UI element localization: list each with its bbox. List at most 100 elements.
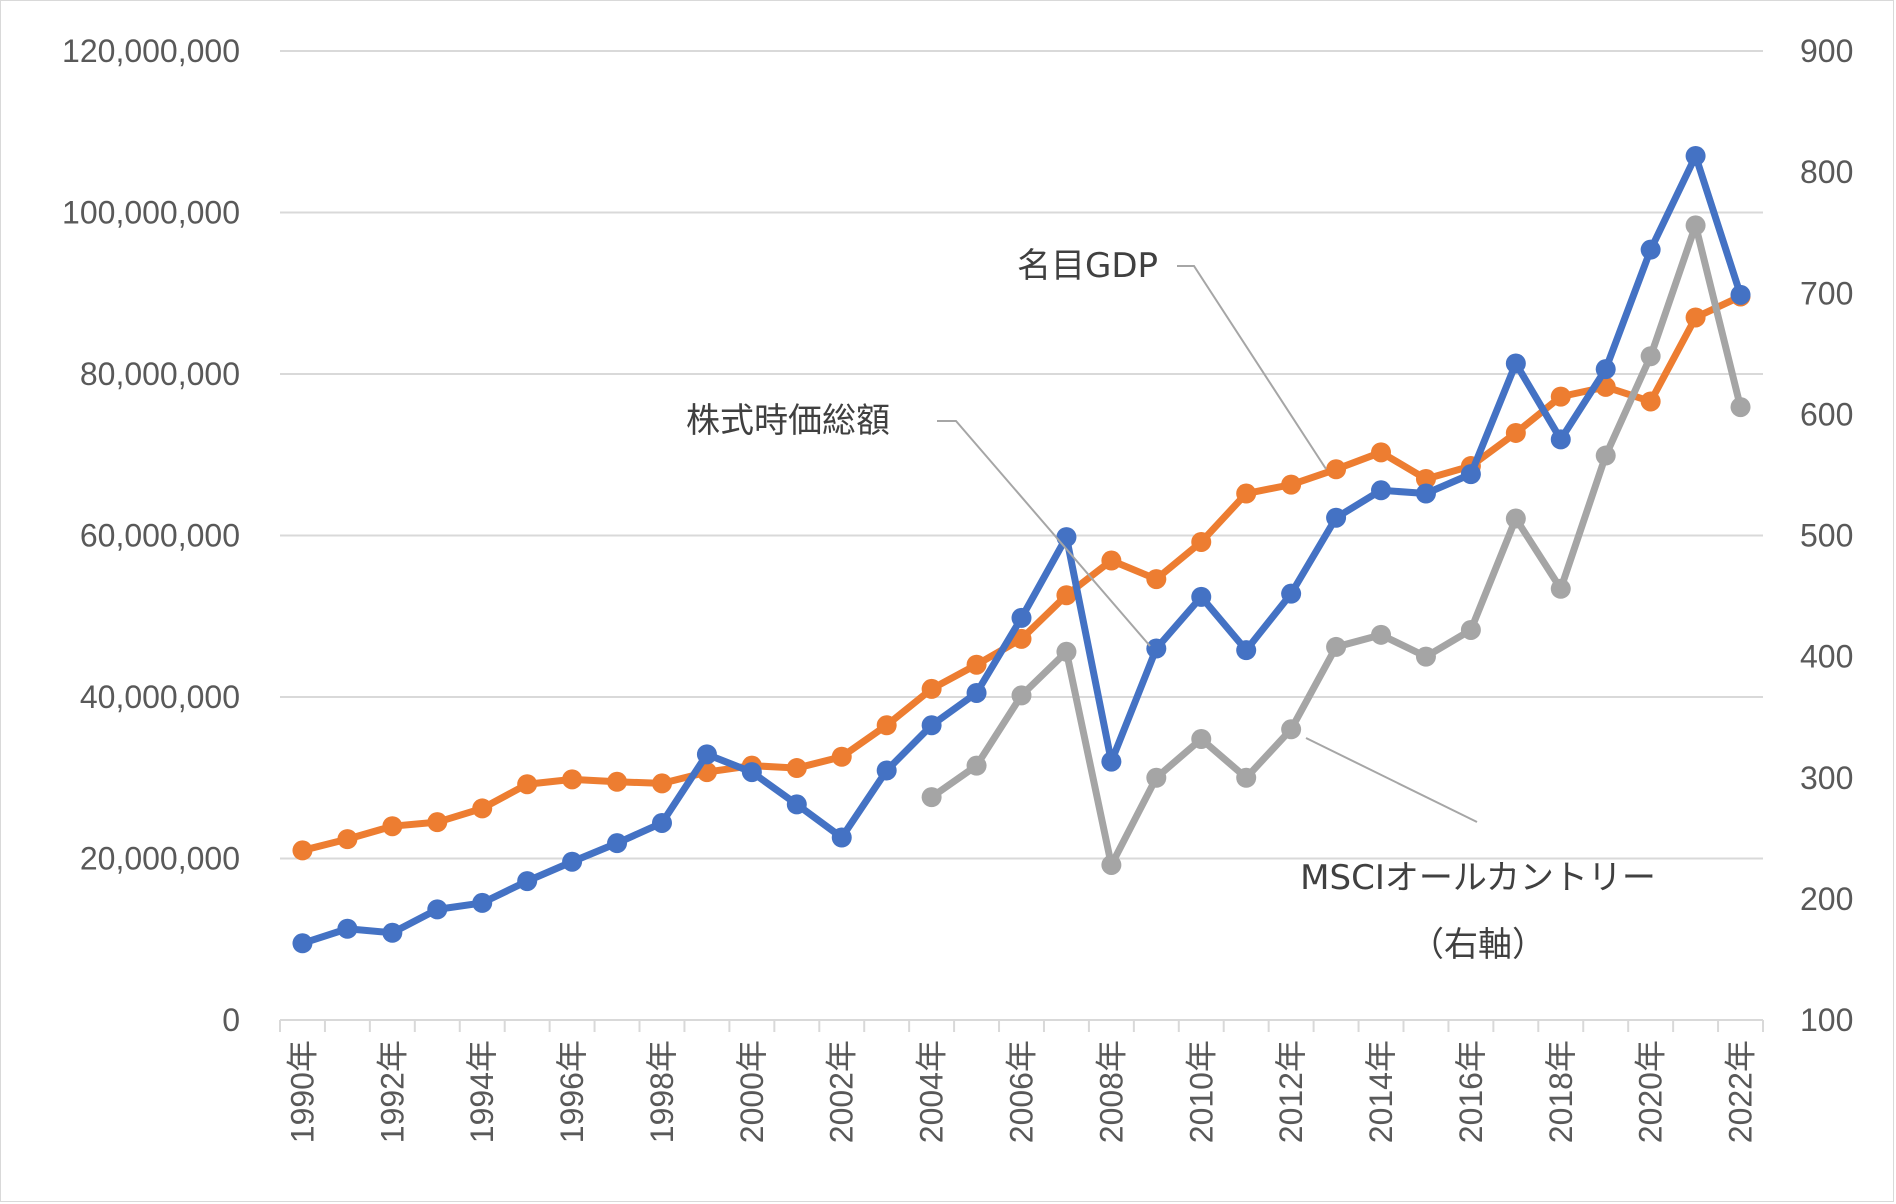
data-point [651,773,672,794]
data-point [1415,468,1436,489]
data-point [786,794,807,815]
annotations: 名目GDP 株式時価総額 MSCIオールカントリー （右軸） [686,246,1656,965]
data-point [1730,284,1751,305]
data-point [1236,640,1257,661]
data-point [517,774,538,795]
x-tick-label: 1992年 [374,1040,410,1143]
annotation-leaders [937,265,1478,823]
data-point [966,654,987,675]
data-point [607,833,628,854]
series-0 [292,145,1751,954]
data-point [1191,728,1212,749]
x-tick-label: 2014年 [1363,1040,1399,1143]
data-point [1415,646,1436,667]
data-point [1595,445,1616,466]
data-point [1011,685,1032,706]
data-point [966,682,987,703]
data-point [1595,359,1616,380]
data-point [1056,641,1077,662]
data-point [1236,767,1257,788]
data-point [1146,569,1167,590]
right-y-tick-label: 600 [1800,396,1853,432]
data-point [562,769,583,790]
data-point [1056,585,1077,606]
right-y-tick-label: 100 [1800,1002,1853,1038]
x-tick-label: 1996年 [554,1040,590,1143]
data-point [1191,586,1212,607]
data-point [786,758,807,779]
data-point [472,892,493,913]
data-point [292,840,313,861]
data-point [1505,353,1526,374]
data-point [1236,483,1257,504]
data-point [1550,386,1571,407]
data-point [741,762,762,783]
market-cap-leader-line [937,420,1151,647]
data-point [562,851,583,872]
right-y-tick-label: 500 [1800,518,1853,554]
data-point [1011,607,1032,628]
x-tick-label: 2000年 [734,1040,770,1143]
market-cap-annotation: 株式時価総額 [686,401,890,441]
data-point [1640,239,1661,260]
data-point [1326,459,1347,480]
data-point [1101,751,1122,772]
data-point [1146,638,1167,659]
data-point [831,827,852,848]
x-tick-label: 2008年 [1093,1040,1129,1143]
x-tick-label: 2012年 [1273,1040,1309,1143]
data-point [1685,215,1706,236]
data-point [1505,422,1526,443]
data-point [966,755,987,776]
data-point [1685,145,1706,166]
data-point [921,787,942,808]
x-tick-label: 2010年 [1183,1040,1219,1143]
left-y-tick-label: 80,000,000 [80,356,240,392]
data-point [1326,636,1347,657]
left-y-tick-label: 40,000,000 [80,679,240,715]
data-point [1550,578,1571,599]
gridlines [279,50,1764,1032]
right-y-tick-label: 200 [1800,881,1853,917]
left-y-tick-label: 100,000,000 [62,195,240,231]
data-point [607,771,628,792]
left-y-tick-label: 60,000,000 [80,518,240,554]
data-point [1011,628,1032,649]
data-point [1326,507,1347,528]
series-2 [921,215,1751,875]
msci-leader-line [1305,737,1478,823]
x-tick-label: 1990年 [284,1040,320,1143]
x-tick-label: 2002年 [824,1040,860,1143]
data-point [921,678,942,699]
x-tick-label: 2016年 [1453,1040,1489,1143]
data-point [1640,346,1661,367]
x-tick-label: 1994年 [464,1040,500,1143]
left-y-tick-label: 0 [222,1002,240,1038]
left-y-axis: 0 20,000,000 40,000,000 60,000,000 80,000,00… [62,33,240,1038]
data-point [517,871,538,892]
series-layer [292,145,1751,954]
right-y-tick-label: 400 [1800,639,1853,675]
data-point [1281,583,1302,604]
data-point [1146,767,1167,788]
x-tick-label: 2022年 [1723,1040,1759,1143]
x-axis: 1990年 1992年 1994年 1996年 1998年 2000年 2002年 2004年… [284,1040,1758,1143]
data-point [382,922,403,943]
left-y-tick-label: 20,000,000 [80,841,240,877]
x-tick-label: 2020年 [1633,1040,1669,1143]
data-point [1281,474,1302,495]
data-point [337,829,358,850]
data-point [1730,397,1751,418]
data-point [651,812,672,833]
data-point [876,715,897,736]
data-point [1550,429,1571,450]
data-point [696,744,717,765]
data-point [1371,480,1392,501]
right-y-tick-label: 800 [1800,154,1853,190]
series-line [929,221,1744,869]
x-tick-label: 2004年 [914,1040,950,1143]
msci-annotation-line2: （右軸） [1410,925,1546,965]
data-point [472,798,493,819]
right-y-tick-label: 900 [1800,33,1853,69]
